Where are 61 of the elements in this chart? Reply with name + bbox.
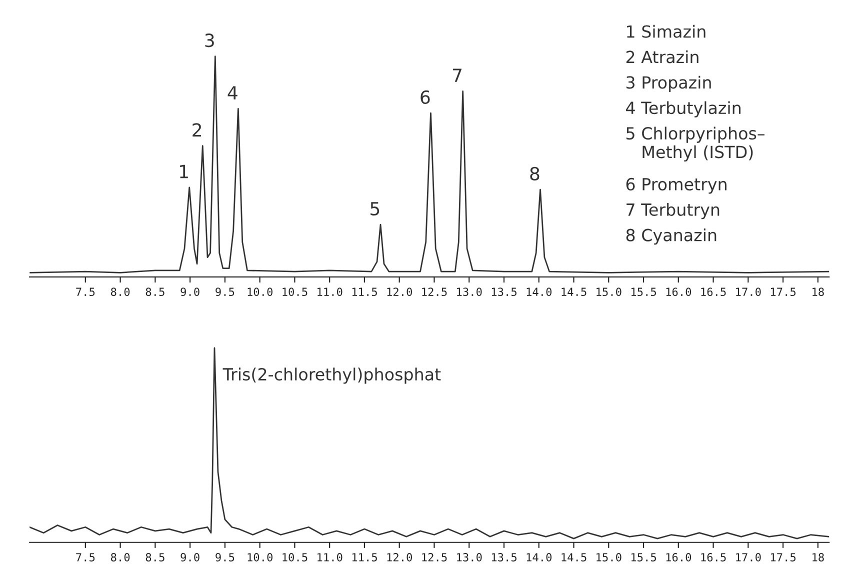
x-tick-label: 14.5 xyxy=(562,553,586,562)
annotation: 8 Cyanazin xyxy=(626,228,716,245)
annotation: 1 xyxy=(180,164,188,178)
x-tick-label: 16.0 xyxy=(666,288,692,296)
annotation: 6 xyxy=(420,90,430,104)
x-tick-label: 10.0 xyxy=(248,288,272,296)
x-tick-label: 8.0 xyxy=(110,288,130,296)
x-tick-label: 10.5 xyxy=(282,288,308,296)
x-tick-label: 17.0 xyxy=(736,553,761,562)
x-tick-label: 12.0 xyxy=(387,553,412,562)
x-tick-label: 15.5 xyxy=(631,288,656,296)
x-tick-label: 10.5 xyxy=(282,553,308,562)
x-tick-label: 17.5 xyxy=(770,288,796,296)
annotation: Tris(2-chlorethyl)phosphat xyxy=(222,368,441,384)
x-tick-label: 10.0 xyxy=(248,553,272,562)
x-tick-label: 17.0 xyxy=(736,288,761,296)
annotation: 4 xyxy=(228,86,238,100)
x-tick-label: 7.5 xyxy=(76,288,95,296)
annotation: 2 Atrazin xyxy=(626,50,698,64)
x-tick-label: 16.5 xyxy=(701,553,726,562)
annotation: 6 Prometryn xyxy=(626,178,726,194)
x-tick-label: 9.0 xyxy=(180,288,200,296)
x-tick-label: 8.5 xyxy=(146,553,164,562)
x-tick-label: 11.0 xyxy=(318,553,342,562)
annotation: 7 xyxy=(453,68,462,82)
x-tick-label: 8.5 xyxy=(146,288,164,296)
annotation: 8 xyxy=(530,166,540,181)
x-tick-label: 13.0 xyxy=(457,288,482,296)
x-tick-label: 11.5 xyxy=(352,288,377,296)
x-tick-label: 7.5 xyxy=(76,553,95,562)
x-tick-label: 14.0 xyxy=(526,553,552,562)
annotation: 5 xyxy=(370,202,380,216)
x-tick-label: 13.5 xyxy=(492,288,516,296)
x-tick-label: 13.0 xyxy=(457,553,482,562)
annotation: 4 Terbutylazin xyxy=(626,101,740,118)
x-tick-label: 18 xyxy=(812,553,824,562)
annotation: 2 xyxy=(192,123,201,137)
x-tick-label: 9.5 xyxy=(216,288,234,296)
x-tick-label: 17.5 xyxy=(770,553,796,562)
x-tick-label: 15.5 xyxy=(631,553,656,562)
annotation: 7 Terbutryn xyxy=(626,203,720,220)
x-tick-label: 11.0 xyxy=(318,288,342,296)
x-tick-label: 8.0 xyxy=(110,553,130,562)
text: 1 Simazin xyxy=(627,24,706,38)
x-tick-label: 9.5 xyxy=(216,553,234,562)
x-tick-label: 9.0 xyxy=(180,553,200,562)
x-tick-label: 13.5 xyxy=(492,553,516,562)
x-tick-label: 12.5 xyxy=(422,288,447,296)
annotation: 3 Propazin xyxy=(626,76,711,92)
x-tick-label: 12.5 xyxy=(422,553,447,562)
x-tick-label: 15.0 xyxy=(596,553,622,562)
x-tick-label: 16.5 xyxy=(701,288,726,296)
x-tick-label: 12.0 xyxy=(387,288,412,296)
x-tick-label: 15.0 xyxy=(596,288,622,296)
annotation: 5 Chlorpyriphos– Methyl (ISTD) xyxy=(626,126,764,162)
x-tick-label: 16.0 xyxy=(666,553,692,562)
x-tick-label: 14.5 xyxy=(562,288,586,296)
x-tick-label: 18 xyxy=(812,288,824,296)
annotation: 3 xyxy=(205,34,214,48)
x-tick-label: 14.0 xyxy=(526,288,552,296)
x-tick-label: 11.5 xyxy=(352,553,377,562)
